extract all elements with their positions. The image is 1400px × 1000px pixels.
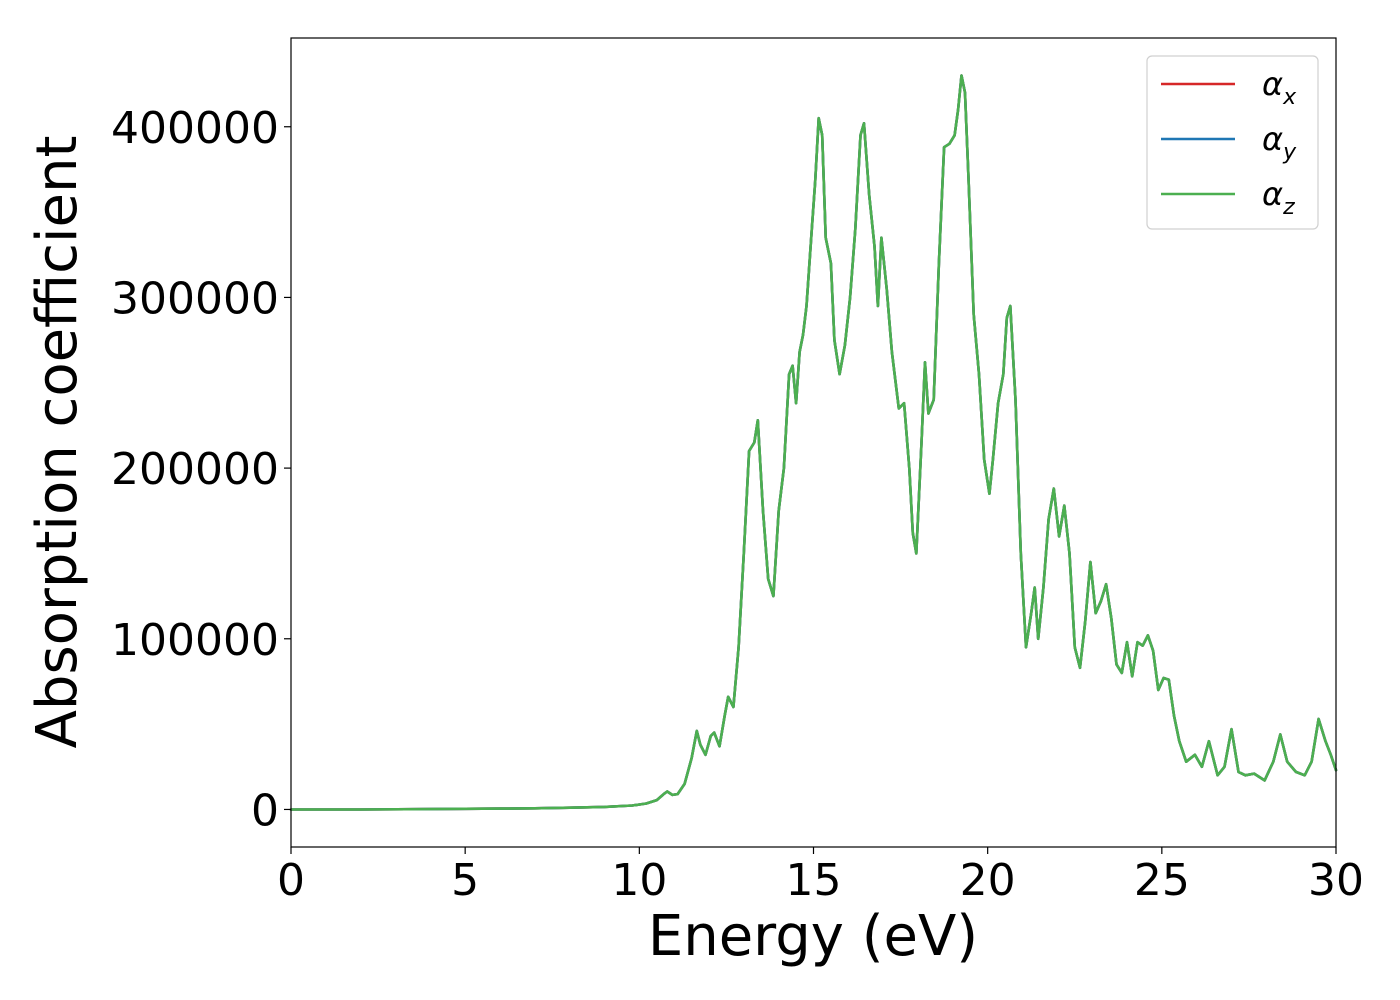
y-tick-label: 100000 <box>111 615 279 666</box>
y-tick-label: 200000 <box>111 444 279 495</box>
x-tick-label: 0 <box>277 855 305 906</box>
y-tick-label: 400000 <box>111 103 279 154</box>
legend-subscript: z <box>1282 195 1295 220</box>
series-layer <box>289 74 1338 811</box>
legend-label-x: αx <box>1262 65 1297 110</box>
legend-subscript: x <box>1282 85 1297 110</box>
y-tick-label: 300000 <box>111 273 279 324</box>
y-axis-title: Absorption coefficient <box>25 136 90 749</box>
series-line-2 <box>289 74 1338 811</box>
legend-box <box>1146 55 1319 230</box>
x-tick-label: 20 <box>960 855 1016 906</box>
x-tick-label: 30 <box>1308 855 1364 906</box>
legend-label-y: αy <box>1262 120 1297 165</box>
legend-symbol: α <box>1262 120 1283 158</box>
y-axis-ticks: 0 100000 200000 300000 400000 <box>111 103 291 836</box>
legend-label-z: αz <box>1262 175 1295 220</box>
x-axis-ticks: 0 5 10 15 20 25 30 <box>277 847 1364 906</box>
x-tick-label: 15 <box>786 855 842 906</box>
x-axis-title: Energy (eV) <box>648 904 978 969</box>
x-tick-label: 25 <box>1134 855 1190 906</box>
x-tick-label: 10 <box>611 855 667 906</box>
x-tick-label: 5 <box>451 855 479 906</box>
legend-symbol: α <box>1262 175 1283 213</box>
legend-subscript: y <box>1282 140 1297 165</box>
y-tick-label: 0 <box>251 785 279 836</box>
legend-symbol: α <box>1262 65 1283 103</box>
